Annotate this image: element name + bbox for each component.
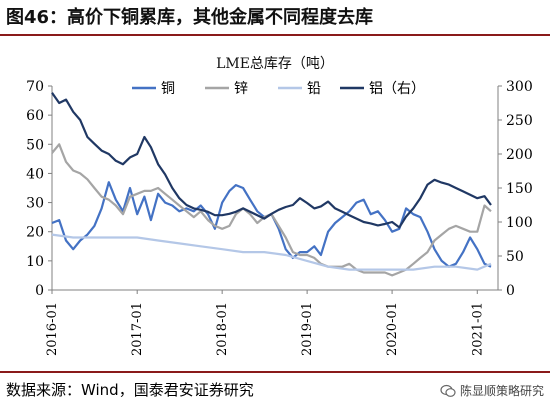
x-tick-label: 2021-01 bbox=[470, 302, 485, 356]
wechat-icon bbox=[440, 384, 456, 397]
y-right-tick-label: 0 bbox=[506, 283, 515, 299]
x-tick-label: 2019-01 bbox=[300, 302, 315, 356]
x-tick-label: 2020-01 bbox=[385, 302, 400, 356]
y-right-tick-label: 150 bbox=[506, 181, 533, 197]
chart-title: LME总库存（吨） bbox=[216, 56, 334, 72]
x-tick-label: 2018-01 bbox=[215, 302, 230, 356]
legend-label-lead: 铅 bbox=[307, 81, 321, 97]
y-left-tick-label: 20 bbox=[26, 225, 44, 241]
legend-label-aluminum: 铝（右） bbox=[369, 81, 425, 97]
source-note: 数据来源：Wind，国泰君安证券研究 bbox=[6, 381, 254, 399]
y-right-tick-label: 250 bbox=[506, 113, 533, 129]
x-tick-label: 2016-01 bbox=[45, 302, 60, 356]
legend-label-zinc: 锌 bbox=[234, 81, 248, 97]
y-left-tick-label: 0 bbox=[35, 283, 44, 299]
x-tick-label: 2017-01 bbox=[130, 302, 145, 356]
y-left-tick-label: 10 bbox=[26, 254, 44, 270]
figure-title: 图46：高价下铜累库，其他金属不同程度去库 bbox=[6, 7, 374, 28]
y-left-tick-label: 50 bbox=[26, 137, 44, 153]
watermark-text: 陈显顺策略研究 bbox=[459, 384, 544, 398]
title-rule bbox=[0, 34, 550, 36]
y-right-tick-label: 300 bbox=[506, 79, 533, 95]
y-left-tick-label: 70 bbox=[26, 79, 44, 95]
series-line-zinc bbox=[51, 143, 492, 277]
legend-label-copper: 铜 bbox=[161, 81, 175, 97]
bottom-rule bbox=[0, 371, 550, 373]
line-chart: LME总库存（吨） 0 10 20 30 40 50 60 70 0 50 100 150 200 250 3… bbox=[26, 56, 533, 356]
watermark: 陈显顺策略研究 bbox=[440, 380, 544, 402]
series-line-aluminum bbox=[51, 92, 492, 229]
y-right-tick-label: 50 bbox=[506, 249, 524, 265]
y-left-tick-label: 60 bbox=[26, 108, 44, 124]
y-left-tick-label: 40 bbox=[26, 166, 44, 182]
series-line-lead bbox=[51, 233, 492, 271]
y-right-tick-label: 100 bbox=[506, 215, 533, 231]
y-left-tick-label: 30 bbox=[26, 196, 44, 212]
chart-area: LME总库存（吨） 0 10 20 30 40 50 60 70 0 50 100 150 200 250 3… bbox=[0, 38, 550, 370]
y-right-tick-label: 200 bbox=[506, 147, 533, 163]
